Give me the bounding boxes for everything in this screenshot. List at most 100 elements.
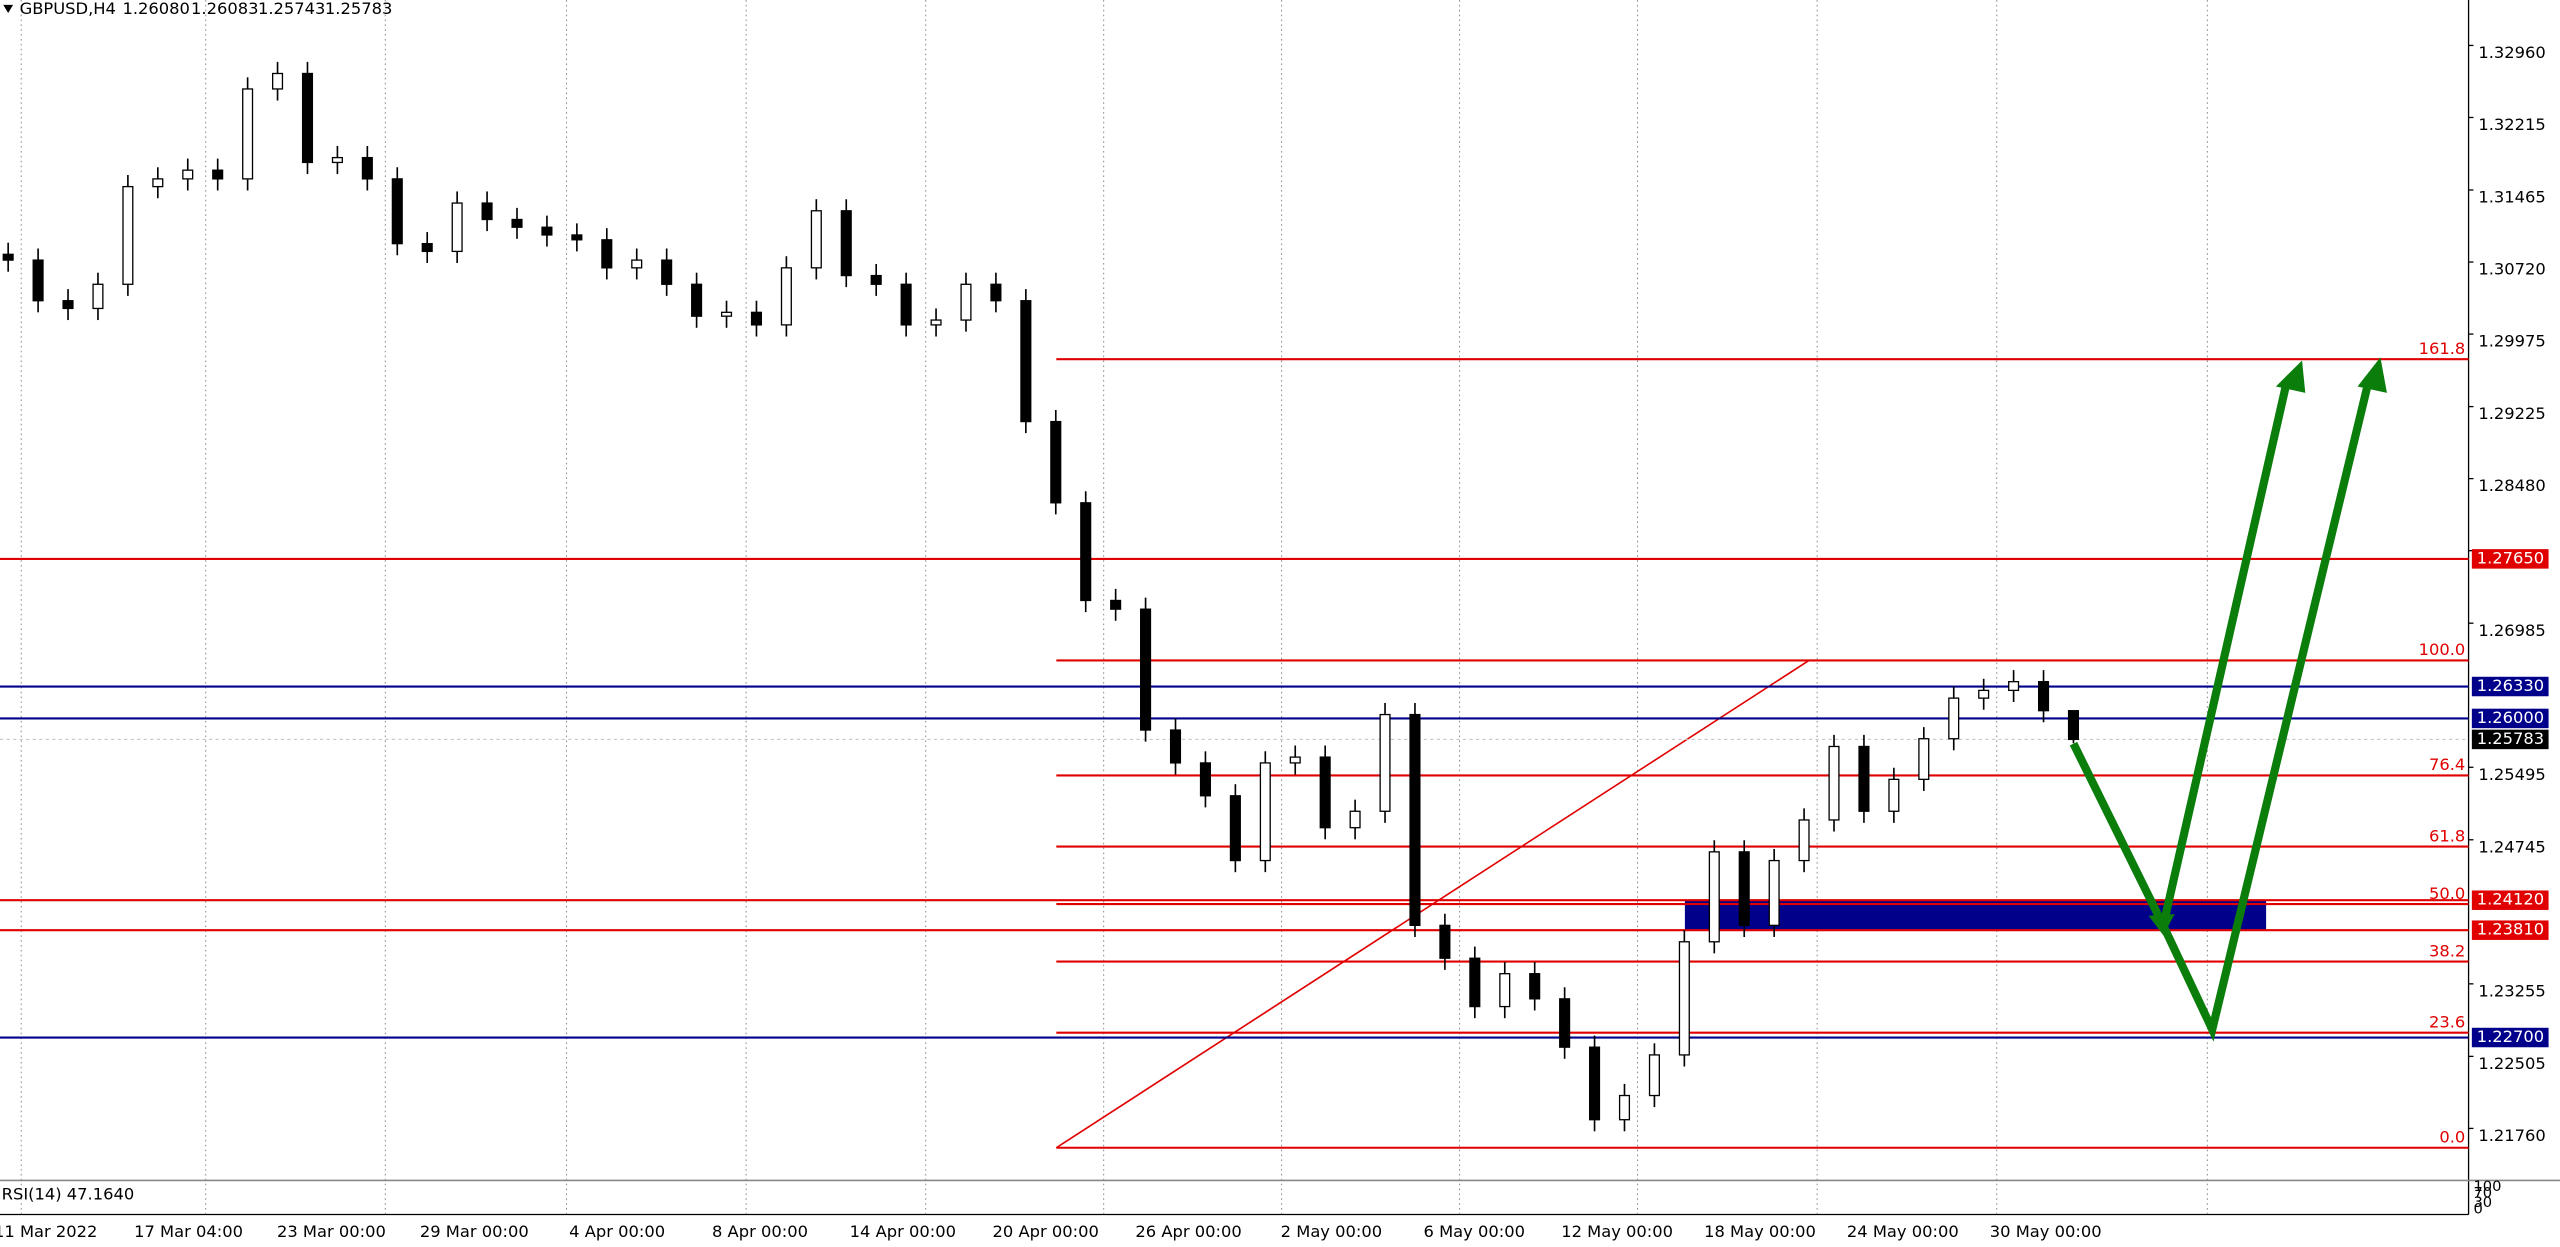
- y-tick-label: 1.21760: [2478, 1126, 2545, 1145]
- y-tick-label: 1.23255: [2478, 981, 2545, 1000]
- candle-body: [391, 178, 403, 245]
- candle-body: [1678, 941, 1690, 1056]
- candle-body: [1858, 745, 1870, 812]
- x-tick-label: 6 May 00:00: [1424, 1222, 1525, 1241]
- x-tick-label: 29 Mar 00:00: [420, 1222, 529, 1241]
- candle-body: [62, 300, 74, 310]
- collapse-icon[interactable]: [3, 4, 14, 13]
- candle-body: [212, 169, 224, 180]
- candle-body: [1439, 924, 1451, 959]
- price-axis: 1.32960 1.32215 1.31465 1.30720 1.29975 1.292…: [0, 43, 2549, 1241]
- candle-body: [1080, 502, 1092, 602]
- candle-body: [1349, 810, 1361, 829]
- arrow-head: [2275, 360, 2306, 393]
- y-tick-label: 1.30720: [2478, 260, 2545, 279]
- candle-body: [1050, 420, 1062, 504]
- price-label: 1.27650: [2477, 548, 2544, 567]
- candle-body: [122, 185, 134, 285]
- x-tick-label: 23 Mar 00:00: [277, 1222, 386, 1241]
- candle-body: [1768, 859, 1780, 927]
- candle-body: [242, 88, 254, 180]
- rsi-tick-label: 70: [2473, 1185, 2492, 1202]
- header-close: 1.25783: [325, 0, 392, 18]
- candle-body: [2037, 681, 2050, 712]
- header-low: 1.25743: [258, 0, 325, 18]
- price-label: 1.23810: [2477, 920, 2544, 939]
- candle-body: [1828, 745, 1840, 821]
- current-price-box: [2471, 729, 2549, 750]
- fib-level-label: 161.8: [2419, 339, 2466, 358]
- candle-body: [571, 234, 583, 241]
- y-tick-label: 1.26985: [2478, 621, 2545, 640]
- candle-body: [541, 226, 553, 236]
- candle-body: [1259, 762, 1271, 862]
- x-tick-label: 17 Mar 04:00: [134, 1222, 243, 1241]
- candle-body: [152, 178, 164, 188]
- candle-body: [182, 169, 194, 180]
- x-tick-label: 2 May 00:00: [1281, 1222, 1382, 1241]
- candle-body: [2067, 710, 2080, 741]
- rsi-label: RSI(14) 47.1640: [2, 1185, 135, 1204]
- header-high: 1.26083: [191, 0, 258, 18]
- candle-body: [810, 210, 822, 269]
- x-tick-label: 8 Apr 00:00: [712, 1222, 808, 1241]
- candle-body: [1559, 998, 1571, 1048]
- fib-level-label: 61.8: [2429, 826, 2465, 845]
- candle-body: [361, 156, 373, 180]
- fib-level-label: 50.0: [2429, 884, 2465, 903]
- x-tick-label: 14 Apr 00:00: [850, 1222, 956, 1241]
- candle-body: [631, 259, 643, 269]
- rsi-tick-label: 100: [2473, 1178, 2501, 1195]
- x-tick-label: 20 Apr 00:00: [993, 1222, 1099, 1241]
- candle-body: [1708, 851, 1720, 943]
- candle-body: [511, 218, 523, 228]
- y-tick-label: 1.29225: [2478, 404, 2545, 423]
- price-label: 1.24120: [2477, 890, 2544, 909]
- rsi-tick-label: 30: [2473, 1194, 2492, 1211]
- x-tick-label: 30 May 00:00: [1990, 1222, 2102, 1241]
- candle-body: [780, 267, 792, 326]
- y-tick-label: 1.32215: [2478, 115, 2545, 134]
- candle-body: [870, 274, 882, 285]
- candle-body: [1319, 756, 1331, 829]
- candle-body: [720, 311, 733, 317]
- arrow-path: [2159, 385, 2372, 1042]
- candles: [2, 61, 2080, 1132]
- price-label: 1.22700: [2477, 1027, 2544, 1046]
- candle-body: [1169, 729, 1182, 764]
- candle-body: [421, 243, 433, 253]
- x-tick-label: 12 May 00:00: [1561, 1222, 1673, 1241]
- candle-body: [301, 72, 314, 164]
- price-label-box: [2471, 676, 2549, 697]
- candle-body: [1888, 778, 1900, 812]
- candle-body: [960, 283, 972, 321]
- rsi-tick-label: 0: [2473, 1201, 2482, 1218]
- price-label-box: [2471, 1027, 2549, 1048]
- candle-body: [451, 202, 463, 253]
- x-tick-label: 4 Apr 00:00: [569, 1222, 665, 1241]
- price-label-box: [2471, 890, 2549, 910]
- arrow-joint: [2148, 914, 2175, 936]
- candle-body: [1379, 713, 1391, 812]
- candle-body: [1469, 957, 1481, 1008]
- candle-body: [990, 283, 1002, 302]
- candle-body: [1738, 851, 1750, 927]
- candle-body: [750, 311, 763, 326]
- candle-body: [2008, 681, 2020, 692]
- price-label-box: [2471, 708, 2549, 729]
- candle-body: [1529, 973, 1541, 1000]
- x-tick-label: 24 May 00:00: [1847, 1222, 1959, 1241]
- candle-body: [840, 210, 852, 277]
- fib-level-label: 0.0: [2439, 1128, 2465, 1147]
- y-tick-label: 1.32960: [2478, 43, 2545, 62]
- candle-body: [1978, 689, 1990, 699]
- candle-body: [1140, 608, 1152, 731]
- candle-body: [1020, 300, 1032, 423]
- candle-body: [1110, 599, 1122, 610]
- candle-body: [1229, 795, 1241, 862]
- candle-body: [32, 259, 44, 302]
- candle-body: [930, 319, 942, 326]
- candle-body: [2, 253, 14, 261]
